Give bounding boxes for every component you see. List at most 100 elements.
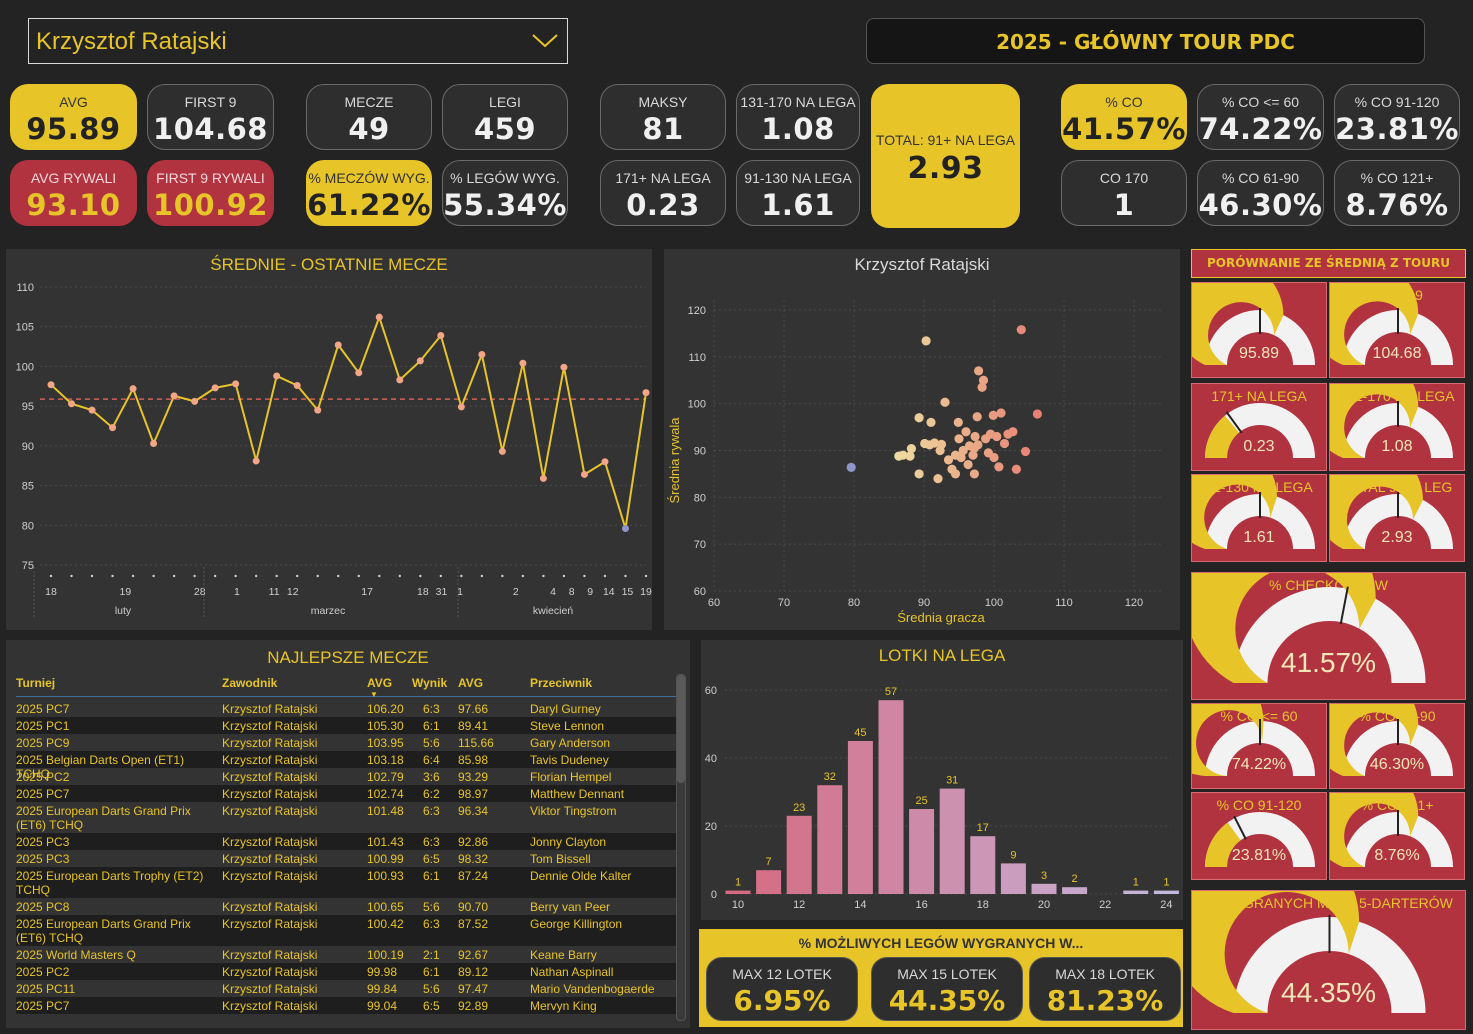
- data-point: [416, 357, 424, 365]
- table-row[interactable]: 2025 PC2 Krzysztof Ratajski 99.98 6:1 89.12 N…: [16, 963, 676, 980]
- table-row[interactable]: 2025 PC11 Krzysztof Ratajski 99.84 5:6 97.47…: [16, 980, 676, 997]
- gauge-co121: % CO 121+ 8.76%: [1329, 792, 1465, 880]
- kpi-label: AVG: [59, 94, 88, 110]
- gauge-fill: [1330, 283, 1419, 365]
- kpi-value: 61.22%: [307, 188, 431, 222]
- x-axis-dot: [193, 574, 196, 578]
- x-axis-dot: [213, 574, 217, 578]
- table-cell: Mario Vandenbogaerde: [530, 982, 655, 996]
- col-result[interactable]: Wynik: [412, 676, 448, 690]
- col-tournament[interactable]: Turniej: [16, 676, 56, 690]
- table-row[interactable]: 2025 PC2 Krzysztof Ratajski 102.79 3:6 93.29…: [16, 768, 676, 785]
- possible-legs-panel: % MOŻLIWYCH LEGÓW WYGRANYCH W... MAX 12 …: [699, 929, 1183, 1027]
- table-cell: 92.67: [458, 948, 489, 962]
- kpi-label: 91-130 NA LEGA: [744, 170, 852, 186]
- kpi-label: % CO 91-120: [1354, 94, 1440, 110]
- bar-value-label: 31: [946, 775, 958, 787]
- data-point: [961, 427, 971, 437]
- table-row[interactable]: 2025 PC7 Krzysztof Ratajski 106.20 6:3 97.66…: [16, 700, 676, 717]
- x-axis-dot: [172, 574, 176, 578]
- table-cell: 6:1: [423, 965, 440, 979]
- data-point: [457, 403, 465, 411]
- gauge-track: [1343, 403, 1453, 458]
- table-row[interactable]: 2025 PC7 Krzysztof Ratajski 102.74 6:2 98.97…: [16, 785, 676, 802]
- scatter-chart-title: Krzysztof Ratajski: [854, 255, 990, 274]
- max15-value: 44.35%: [888, 984, 1006, 1017]
- gauge-co60: % CO <= 60 74.22%: [1191, 703, 1327, 789]
- x-axis-dot: [152, 574, 155, 578]
- bar: [970, 836, 996, 894]
- data-point: [621, 524, 629, 532]
- data-point: [1011, 464, 1021, 474]
- bar-value-label: 57: [885, 686, 897, 698]
- x-axis-dot: [624, 574, 627, 578]
- table-row[interactable]: 2025 PC3 Krzysztof Ratajski 101.43 6:3 92.86…: [16, 833, 676, 850]
- scrollbar-thumb[interactable]: [677, 675, 685, 783]
- data-point: [273, 372, 281, 380]
- y-tick-label: 40: [705, 753, 717, 765]
- gauge-fill: [1330, 384, 1419, 458]
- table-cell: 2025 European Darts Grand Prix (ET6) TCH…: [16, 917, 191, 945]
- table-cell: 6:2: [423, 787, 440, 801]
- table-row[interactable]: 2025 Belgian Darts Open (ET1) TCHQ Krzysz…: [16, 751, 676, 781]
- x-tick-label: 1: [457, 586, 463, 598]
- gauge-track: [1343, 721, 1453, 776]
- table-row[interactable]: 2025 European Darts Grand Prix (ET6) TCH…: [16, 915, 676, 946]
- data-point: [973, 440, 983, 450]
- x-tick-label: 16: [915, 899, 927, 911]
- table-row[interactable]: 2025 PC7 Krzysztof Ratajski 99.04 6:5 92.89 M…: [16, 997, 676, 1014]
- data-point: [988, 410, 998, 420]
- col-avg[interactable]: AVG: [367, 676, 393, 690]
- table-scrollbar[interactable]: [676, 674, 686, 1021]
- kpi-value: 49: [348, 112, 390, 146]
- kpi-match-win: % MECZÓW WYG. 61.22%: [306, 160, 432, 226]
- col-opponent[interactable]: Przeciwnik: [530, 676, 593, 690]
- y-tick-label: 110: [688, 352, 706, 364]
- table-row[interactable]: 2025 PC8 Krzysztof Ratajski 100.65 5:6 90.70…: [16, 898, 676, 915]
- kpi-label: FIRST 9 RYWALI: [156, 170, 265, 186]
- x-tick-label: 20: [1038, 899, 1050, 911]
- bar: [847, 741, 873, 894]
- x-axis-dot: [296, 574, 299, 578]
- bar: [725, 890, 751, 894]
- table-cell: 2025 PC7: [16, 999, 70, 1013]
- table-cell: 6:5: [423, 999, 440, 1013]
- x-axis-dot: [90, 574, 94, 578]
- table-row[interactable]: 2025 PC9 Krzysztof Ratajski 103.95 5:6 115.6…: [16, 734, 676, 751]
- data-point: [560, 363, 568, 371]
- tour-title: 2025 - GŁÓWNY TOUR PDC: [866, 18, 1425, 64]
- col-opp-avg[interactable]: AVG: [458, 676, 484, 690]
- table-row[interactable]: 2025 World Masters Q Krzysztof Ratajski 10…: [16, 946, 676, 963]
- col-player[interactable]: Zawodnik: [222, 676, 278, 690]
- kpi-value: 1.61: [761, 188, 835, 222]
- data-point: [88, 406, 96, 414]
- table-row[interactable]: 2025 PC3 Krzysztof Ratajski 100.99 6:5 98.32…: [16, 850, 676, 867]
- table-row[interactable]: 2025 European Darts Trophy (ET2) TCHQ Krz…: [16, 867, 676, 898]
- kpi-value: 104.68: [153, 112, 268, 146]
- gauge-arc: [1192, 283, 1315, 365]
- gauge-track: [1233, 917, 1426, 1013]
- x-axis-dot: [439, 574, 443, 578]
- table-cell: 99.98: [367, 965, 398, 979]
- table-cell: Steve Lennon: [530, 719, 605, 733]
- table-cell: 2025 PC3: [16, 835, 70, 849]
- kpi-value: 1.08: [761, 112, 835, 146]
- max15-card: MAX 15 LOTEK 44.35%: [871, 957, 1023, 1021]
- gauge-label: 171+ NA LEGA: [1211, 388, 1307, 404]
- table-row[interactable]: 2025 PC1 Krzysztof Ratajski 105.30 6:1 89.41…: [16, 717, 676, 734]
- player-dropdown[interactable]: Krzysztof Ratajski: [28, 18, 568, 64]
- kpi-value: 100.92: [153, 188, 268, 222]
- table-row[interactable]: 2025 European Darts Grand Prix (ET6) TCH…: [16, 802, 676, 833]
- table-cell: 2025 European Darts Grand Prix (ET6) TCH…: [16, 804, 191, 832]
- table-cell: 2025 World Masters Q: [16, 948, 136, 962]
- bar: [878, 700, 904, 894]
- data-point: [1032, 409, 1042, 419]
- table-cell: Nathan Aspinall: [530, 965, 614, 979]
- data-point: [232, 380, 240, 388]
- x-axis-label: Średnia gracza: [897, 610, 985, 625]
- bar-value-label: 1: [1133, 877, 1139, 889]
- x-tick-label: 10: [732, 899, 744, 911]
